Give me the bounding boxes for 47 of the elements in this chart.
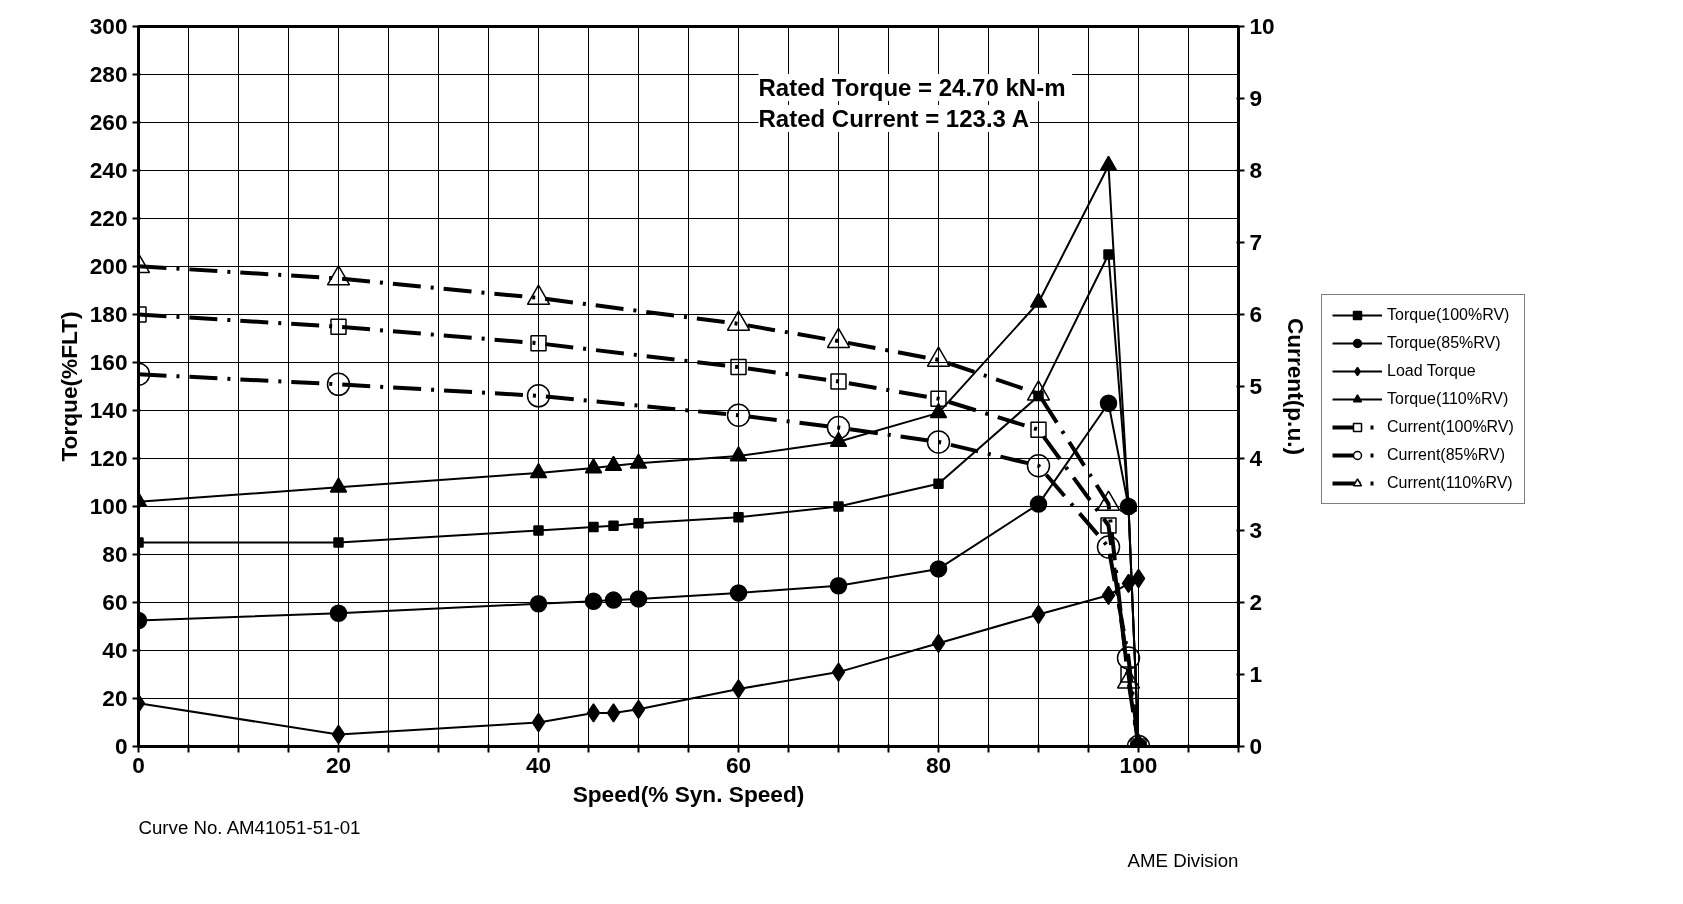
y2-tick-label: 4 xyxy=(1249,445,1263,471)
y2-tick-label: 7 xyxy=(1249,229,1263,255)
y-tick-label: 100 xyxy=(89,493,128,519)
y-tick-label: 260 xyxy=(89,109,128,135)
legend-label: Current(100%RV) xyxy=(1387,417,1514,436)
y-tick-label: 160 xyxy=(89,349,128,375)
y-tick-label: 200 xyxy=(89,253,128,279)
legend-label: Current(85%RV) xyxy=(1387,445,1505,464)
y-tick-label: 60 xyxy=(102,589,128,615)
x-axis-title: Speed(% Syn. Speed) xyxy=(572,780,805,807)
y-tick-label: 80 xyxy=(102,541,128,567)
y2-tick-label: 6 xyxy=(1249,301,1263,327)
legend-label: Current(110%RV) xyxy=(1387,473,1513,492)
text: Curve No. AM41051-51-01 xyxy=(138,816,361,838)
y-tick-label: 220 xyxy=(89,205,128,231)
y2-tick-label: 0 xyxy=(1249,733,1263,759)
y-tick-label: 140 xyxy=(89,397,128,423)
y-tick-label: 20 xyxy=(102,685,128,711)
legend-label: Torque(110%RV) xyxy=(1387,389,1509,408)
y2-tick-label: 8 xyxy=(1249,157,1263,183)
annotation: Rated Current = 123.3 A xyxy=(758,105,1030,133)
legend-label: Torque(100%RV) xyxy=(1387,305,1510,324)
x-tick-label: 40 xyxy=(525,751,552,778)
y-tick-label: 0 xyxy=(114,733,128,759)
legend-label: Load Torque xyxy=(1387,361,1476,380)
x-tick-label: 60 xyxy=(725,751,752,778)
x-tick-label: 0 xyxy=(132,751,145,778)
y2-tick-label: 3 xyxy=(1249,517,1263,543)
y-tick-label: 180 xyxy=(89,301,128,327)
text: AME Division xyxy=(1127,849,1239,871)
x-tick-label: 80 xyxy=(925,751,952,778)
y-tick-label: 40 xyxy=(102,637,128,663)
x-tick-label: 100 xyxy=(1119,751,1158,778)
annotation: Rated Torque = 24.70 kN-m xyxy=(758,73,1066,101)
y2-axis-title: Current(p.u.) xyxy=(1282,317,1309,456)
y-tick-label: 280 xyxy=(89,61,128,87)
y-tick-label: 300 xyxy=(89,13,128,39)
y2-tick-label: 1 xyxy=(1249,661,1263,687)
y-tick-label: 240 xyxy=(89,157,128,183)
legend-label: Torque(85%RV) xyxy=(1387,333,1501,352)
y-axis-title: Torque(%FLT) xyxy=(55,311,82,462)
y2-tick-label: 2 xyxy=(1249,589,1263,615)
y2-tick-label: 5 xyxy=(1249,373,1263,399)
y2-tick-label: 10 xyxy=(1249,13,1275,39)
x-tick-label: 20 xyxy=(325,751,352,778)
y2-tick-label: 9 xyxy=(1249,85,1263,111)
y-tick-label: 120 xyxy=(89,445,128,471)
